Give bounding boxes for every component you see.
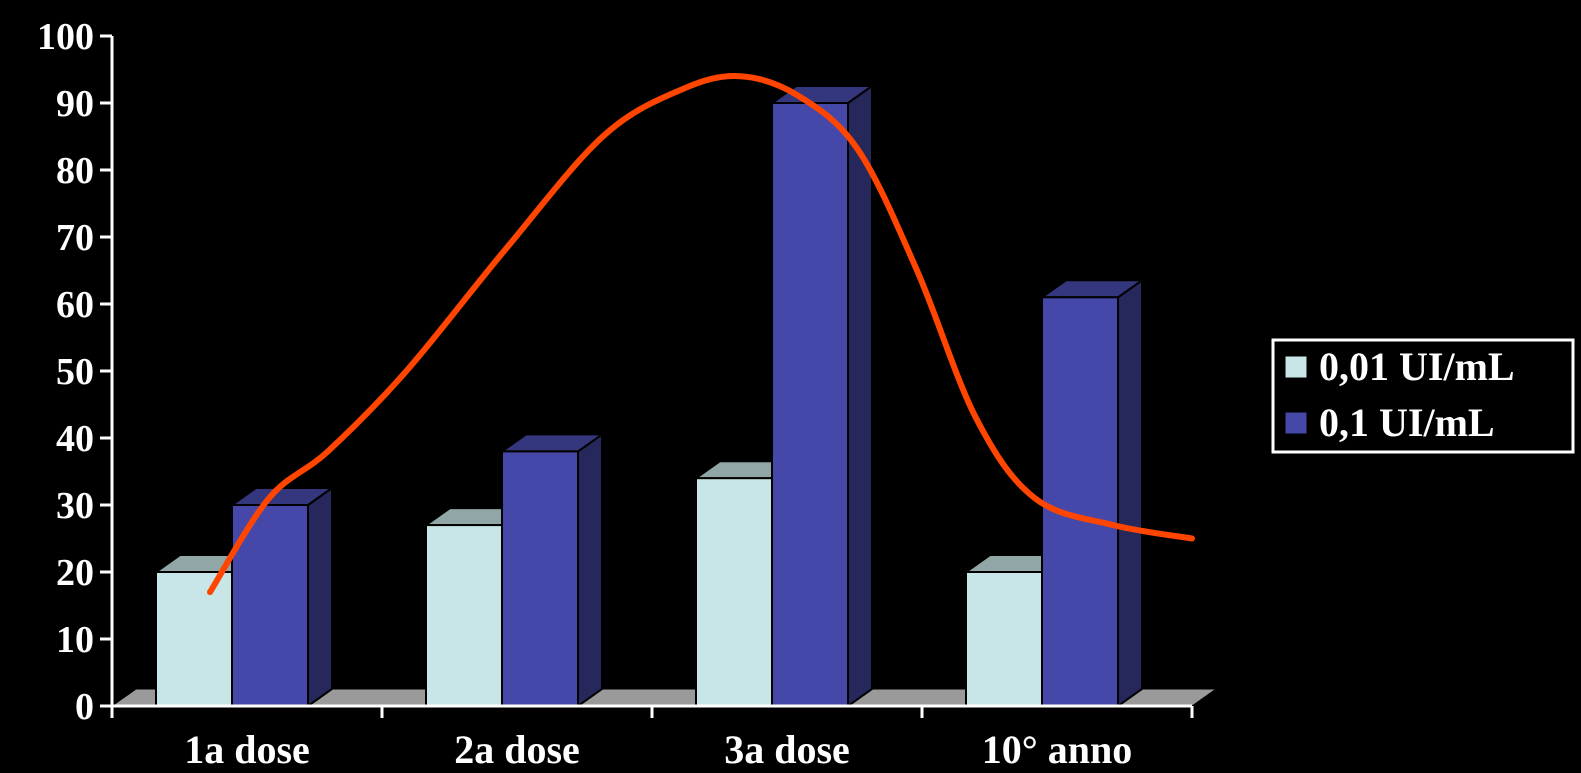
x-category-label: 1a dose (184, 727, 310, 772)
legend-box (1271, 338, 1575, 454)
legend-label: 0,1 UI/mL (1319, 400, 1495, 445)
bar-series2-2 (498, 432, 606, 708)
x-category-label: 10° anno (982, 727, 1133, 772)
y-tick-label: 60 (56, 284, 94, 326)
y-tick-label: 80 (56, 150, 94, 192)
y-tick-label: 40 (56, 418, 94, 460)
bar-series2-3 (768, 84, 876, 708)
x-category-label: 2a dose (454, 727, 580, 772)
y-tick-label: 10 (56, 619, 94, 661)
legend-swatch (1284, 411, 1308, 435)
y-tick-label: 0 (75, 686, 94, 728)
legend-swatch (1284, 355, 1308, 379)
y-tick-label: 50 (56, 351, 94, 393)
bar-series2-1 (228, 486, 336, 708)
y-tick-label: 100 (37, 16, 94, 58)
y-tick-label: 30 (56, 485, 94, 527)
bar-series2-4 (1038, 278, 1146, 708)
bars-layer (152, 84, 1146, 708)
trend-layer (207, 73, 1195, 596)
y-tick-label: 20 (56, 552, 94, 594)
trend-line (207, 73, 1195, 596)
x-category-label: 3a dose (724, 727, 850, 772)
axes-layer: 0 10 20 30 40 50 60 70 80 90 100 1a dose 2a dose 3a d… (37, 16, 1194, 772)
legend: 0,01 UI/mL 0,1 UI/mL (1271, 338, 1575, 454)
legend-label: 0,01 UI/mL (1319, 344, 1515, 389)
y-tick-label: 90 (56, 83, 94, 125)
y-tick-label: 70 (56, 217, 94, 259)
